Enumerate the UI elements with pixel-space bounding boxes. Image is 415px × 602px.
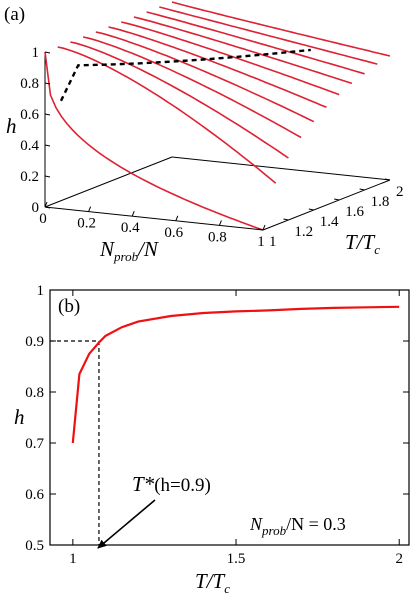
panel-a-x-tick-label: 1 [257,234,265,250]
panel-a-y-tick-mark [334,199,339,200]
panel-b-y-tick-label: 0.6 [25,487,44,503]
panel-a-z-tick-mark [45,145,50,146]
panel-a-y-tick-mark [283,219,288,220]
panel-a: (a) 00.20.40.60.810 0.2 0.4 0.6 0.8 1 11.21.41… [4,2,404,264]
panel-a-x-tick-label: 0.4 [121,220,140,236]
panel-a-z-tick-mark [45,176,50,177]
panel-a-z-tick-label: 0.2 [20,169,39,185]
panel-a-z-tick-label: 0 [32,200,40,216]
panel-b-y-tick-label: 0.9 [25,334,44,350]
panel-a-x-tick-mark [89,207,91,212]
panel-b-label: (b) [58,296,80,317]
panel-a-curves [45,2,390,230]
panel-b-x-tick-label: 1 [69,551,77,567]
panel-a-label: (a) [4,4,25,25]
panel-b-annotation: T*(h=0.9) [132,472,211,496]
panel-a-curve-T-1.2 [70,42,288,158]
panel-a-ticks: 00.20.40.60.810 0.2 0.4 0.6 0.8 1 11.21.41.61.… [20,45,403,250]
panel-a-y-axis-label: T/Tc [345,230,380,257]
panel-b-y-tick-label: 0.7 [25,436,44,452]
panel-a-z-tick-label: 0.4 [20,138,39,154]
panel-a-curve-T-1.4 [96,32,314,122]
panel-a-y-tick-label: 1.4 [320,214,339,230]
panel-b-ticks: 0.5 0.6 0.7 0.8 0.9 1 1 1.5 2 [25,283,409,567]
panel-a-x-tick-mark [132,211,134,216]
panel-b-y-tick-label: 0.5 [25,538,44,554]
panel-a-curve-T-1 [45,52,263,230]
panel-b-series-line [73,307,399,443]
panel-a-curve-T-1.9 [159,7,377,64]
panel-a-x-tick-mark [176,216,178,221]
panel-a-y-tick-mark [309,209,314,210]
panel-a-y-tick-label: 1.6 [345,204,364,220]
panel-b-inset-label: Nprob/N = 0.3 [249,514,346,538]
panel-a-curve-T-1.5 [109,27,327,107]
panel-b-x-tick-label: 2 [395,551,403,567]
panel-a-z-tick-label: 1 [32,45,40,61]
panel-a-x-axis-label: Nprob/N [99,237,159,264]
panel-a-floor-back-left [45,157,172,207]
panel-a-y-tick-label: 1 [269,234,277,250]
panel-b-series [73,307,399,443]
panel-a-floor-back-right [172,157,390,180]
panel-a-x-tick-label: 0.6 [164,225,183,241]
panel-b: (b) 0.5 0.6 0.7 0.8 0.9 1 1 1.5 2 h T/Tc T*(h=0.… [14,283,409,596]
panel-b-x-tick-label: 1.5 [227,551,246,567]
panel-a-x-tick-label: 0 [39,211,47,227]
panel-a-z-axis-label: h [6,114,17,138]
panel-a-y-tick-mark [360,189,365,190]
panel-b-guides [50,341,99,545]
panel-a-z-tick-mark [45,114,50,115]
panel-b-annotation-arrow [98,500,155,548]
panel-b-y-axis-label: h [14,405,25,429]
panel-a-x-tick-label: 0.2 [77,216,96,232]
panel-b-frame [50,290,409,545]
panel-a-y-tick-label: 1.8 [371,194,390,210]
panel-b-y-tick-label: 0.8 [25,385,44,401]
panel-a-z-tick-label: 0.8 [20,76,39,92]
panel-a-x-tick-mark [219,220,221,225]
panel-a-x-tick-label: 0.8 [208,229,227,245]
panel-b-x-axis-label: T/Tc [195,569,230,596]
panel-a-z-tick-label: 0.6 [20,107,39,123]
panel-a-y-tick-label: 1.2 [294,224,313,240]
panel-a-y-tick-label: 2 [396,184,404,200]
panel-b-y-tick-label: 1 [37,283,45,299]
panel-a-curve-T-1.3 [83,37,301,138]
